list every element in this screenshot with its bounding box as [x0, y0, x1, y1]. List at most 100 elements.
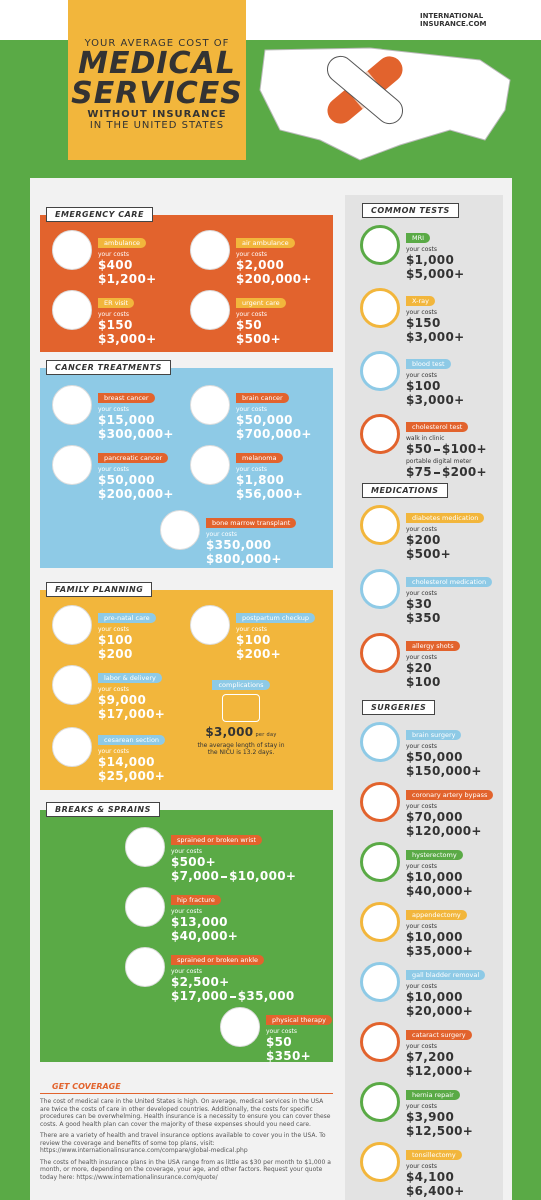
item-name: hysterectomy — [406, 850, 463, 860]
cost: $200 — [406, 533, 441, 547]
item: pancreatic cancer your costs $50,000 $200,0… — [98, 445, 174, 501]
item-label: your costs — [406, 1163, 437, 1170]
item-label: your costs — [236, 626, 267, 633]
cost: $35,000+ — [406, 944, 474, 958]
cost: $350,000 — [206, 538, 272, 552]
icon — [360, 225, 400, 265]
cost: $50 — [406, 442, 432, 456]
icon — [360, 633, 400, 673]
icon — [52, 290, 92, 330]
cost-line: $75 $200+ — [406, 465, 487, 479]
cost: $120,000+ — [406, 824, 482, 838]
cost: $10,000 — [406, 990, 463, 1004]
cost-line: $9,000 — [98, 693, 165, 707]
cost: $1,800 — [236, 473, 285, 487]
title-line: IN THE UNITED STATES — [89, 120, 225, 131]
cost: $100 — [406, 379, 441, 393]
icon — [52, 665, 92, 705]
item-name: blood test — [406, 359, 451, 369]
item-label: your costs — [406, 983, 437, 990]
cost: $25,000+ — [98, 769, 166, 783]
item: hip fracture your costs $13,000 $40,000+ — [171, 887, 238, 943]
cost: $50,000 — [98, 473, 155, 487]
cost: $6,400+ — [406, 1184, 465, 1198]
item-label: your costs — [206, 531, 237, 538]
item-label: walk in clinic — [406, 435, 445, 442]
item-name: ambulance — [98, 238, 147, 248]
item-name: tonsillectomy — [406, 1150, 462, 1160]
item-name: cataract surgery — [406, 1030, 472, 1040]
us-map — [259, 47, 511, 161]
item-label: your costs — [406, 1043, 437, 1050]
item-name: postpartum checkup — [236, 613, 315, 623]
icon — [360, 782, 400, 822]
icon — [125, 827, 165, 867]
cost: $350 — [406, 611, 441, 625]
section-title: CANCER TREATMENTS — [46, 360, 171, 375]
item: urgent care your costs $50 $500+ — [236, 290, 286, 346]
cost: $17,000 — [171, 989, 228, 1003]
cost-line: $30 — [406, 597, 492, 611]
cost-line: $1,800 — [236, 473, 303, 487]
section-title: BREAKS & SPRAINS — [46, 802, 160, 817]
cost: $3,900 — [406, 1110, 455, 1124]
cost-line: $50,000 — [236, 413, 312, 427]
cost: $10,000+ — [229, 869, 297, 883]
item: ER visit your costs $150 $3,000+ — [98, 290, 156, 346]
section-box — [40, 215, 333, 352]
item: X-ray your costs $150 $3,000+ — [406, 288, 464, 344]
icon — [360, 505, 400, 545]
cost: $10,000 — [406, 930, 463, 944]
cost-line: $12,500+ — [406, 1124, 473, 1138]
cost: $15,000 — [98, 413, 155, 427]
item-label: your costs — [406, 372, 437, 379]
cost-line: $50 — [236, 318, 286, 332]
item-name: allergy shots — [406, 641, 460, 651]
cost: $20 — [406, 661, 432, 675]
item-name: melanoma — [236, 453, 283, 463]
cost-line: $150 — [406, 316, 464, 330]
dash — [433, 448, 440, 451]
item: postpartum checkup your costs $100 $200+ — [236, 605, 315, 661]
cost-line: $7,200 — [406, 1050, 473, 1064]
icon — [360, 722, 400, 762]
cost-line: $1,200+ — [98, 272, 156, 286]
item: bone marrow transplant your costs $350,000… — [206, 510, 297, 566]
item-label: your costs — [266, 1028, 297, 1035]
item-label: your costs — [98, 626, 129, 633]
item-label: portable digital meter — [406, 458, 472, 465]
item-name: pancreatic cancer — [98, 453, 169, 463]
cost-line: $20 — [406, 661, 460, 675]
cost: $40,000+ — [406, 884, 474, 898]
cost: $1,200+ — [98, 272, 157, 286]
item-label: your costs — [98, 686, 129, 693]
cost-line: $150,000+ — [406, 764, 482, 778]
cost-line: $70,000 — [406, 810, 493, 824]
title-line: YOUR AVERAGE COST OF — [84, 38, 230, 49]
icon — [360, 569, 400, 609]
cost-line: $17,000+ — [98, 707, 165, 721]
cost-line: $12,000+ — [406, 1064, 473, 1078]
item-label: your costs — [406, 590, 437, 597]
cost-line: $350,000 — [206, 538, 296, 552]
item: diabetes medication your costs $200 $500+ — [406, 505, 485, 561]
cost-line: $3,000+ — [406, 393, 464, 407]
cost: $30 — [406, 597, 432, 611]
brand: INTERNATIONAL INSURANCE.COM — [420, 12, 487, 28]
icon — [52, 445, 92, 485]
item-label: your costs — [406, 309, 437, 316]
item-label: your costs — [171, 968, 202, 975]
cost: $150,000+ — [406, 764, 482, 778]
section-title: MEDICATIONS — [362, 483, 448, 498]
item-label: your costs — [171, 848, 202, 855]
cost-line: $3,000+ — [406, 330, 464, 344]
item: cholesterol medication your costs $30 $350 — [406, 569, 493, 625]
item: hernia repair your costs $3,900 $12,500+ — [406, 1082, 473, 1138]
cost: $200+ — [236, 647, 281, 661]
item: brain surgery your costs $50,000 $150,000+ — [406, 722, 482, 778]
item-name: air ambulance — [236, 238, 295, 248]
cost: $10,000 — [406, 870, 463, 884]
cost: $300,000+ — [98, 427, 174, 441]
cost-line: $50 $100+ — [406, 442, 487, 456]
